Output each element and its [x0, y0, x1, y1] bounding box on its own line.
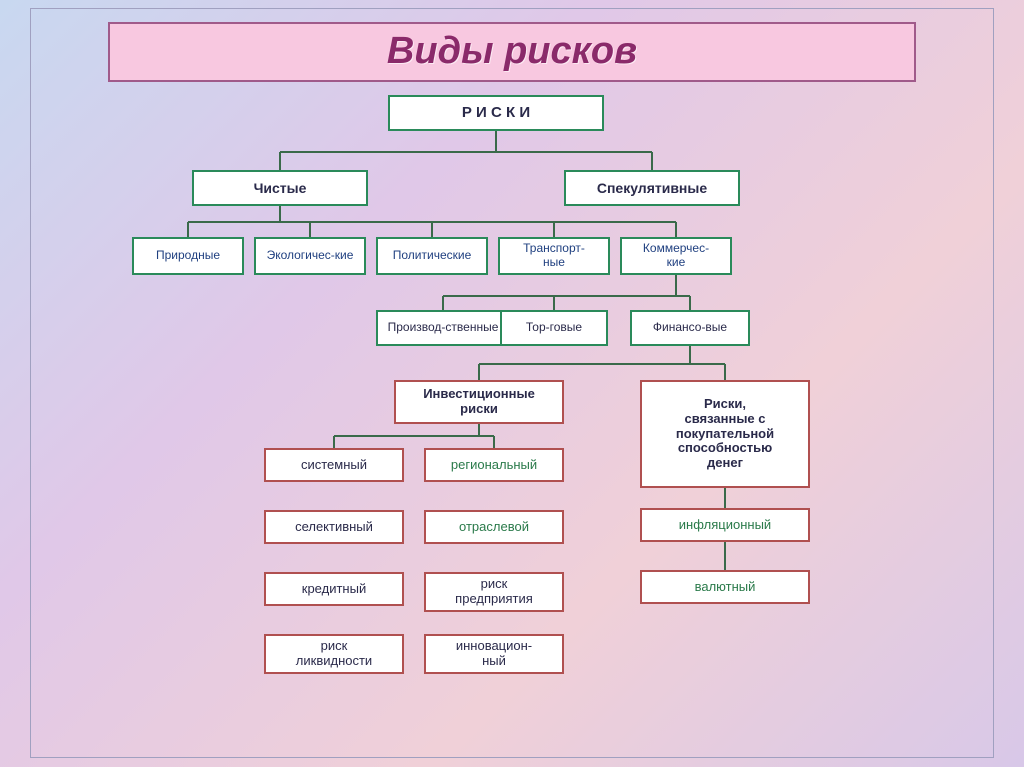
node-komm: Коммерчес- кие: [620, 237, 732, 275]
node-label: Чистые: [254, 180, 307, 196]
node-root: Р И С К И: [388, 95, 604, 131]
node-label: риск предприятия: [455, 577, 533, 607]
node-label: инновацион- ный: [456, 639, 532, 669]
node-pure: Чистые: [192, 170, 368, 206]
node-label: системный: [301, 458, 367, 473]
slide-title-text: Виды рисков: [387, 30, 637, 74]
node-label: Природные: [156, 249, 220, 263]
node-label: риск ликвидности: [296, 639, 372, 669]
node-select: селективный: [264, 510, 404, 544]
node-label: региональный: [451, 458, 537, 473]
node-label: Инвестиционные риски: [423, 387, 535, 417]
node-label: Коммерчес- кие: [643, 242, 709, 270]
node-system: системный: [264, 448, 404, 482]
node-label: селективный: [295, 520, 373, 535]
node-otrasl: отраслевой: [424, 510, 564, 544]
node-label: Транспорт- ные: [523, 242, 585, 270]
node-label: инфляционный: [679, 518, 771, 533]
node-label: Тор-говые: [526, 321, 582, 335]
slide-title: Виды рисков: [108, 22, 916, 82]
node-label: валютный: [695, 580, 756, 595]
node-proizv: Производ-ственные: [376, 310, 510, 346]
node-torg: Тор-говые: [500, 310, 608, 346]
node-innov: инновацион- ный: [424, 634, 564, 674]
node-likvid: риск ликвидности: [264, 634, 404, 674]
node-label: Политические: [393, 249, 472, 263]
node-label: Спекулятивные: [597, 180, 707, 196]
node-trans: Транспорт- ные: [498, 237, 610, 275]
node-infl: инфляционный: [640, 508, 810, 542]
node-ecolog: Экологичес-кие: [254, 237, 366, 275]
node-polit: Политические: [376, 237, 488, 275]
node-label: кредитный: [302, 582, 366, 597]
diagram-stage: Виды рисков Р И С К И Чистые Спекулятивные П…: [0, 0, 1024, 767]
node-valut: валютный: [640, 570, 810, 604]
node-label: Экологичес-кие: [267, 249, 354, 263]
node-region: региональный: [424, 448, 564, 482]
node-label: Р И С К И: [462, 104, 530, 121]
node-invest: Инвестиционные риски: [394, 380, 564, 424]
node-fin: Финансо-вые: [630, 310, 750, 346]
node-prirod: Природные: [132, 237, 244, 275]
node-label: Производ-ственные: [388, 321, 499, 335]
node-label: отраслевой: [459, 520, 529, 535]
node-label: Финансо-вые: [653, 321, 727, 335]
node-pokup: Риски, связанные с покупательной способн…: [640, 380, 810, 488]
node-kredit: кредитный: [264, 572, 404, 606]
node-predpr: риск предприятия: [424, 572, 564, 612]
node-label: Риски, связанные с покупательной способн…: [676, 397, 774, 472]
node-spec: Спекулятивные: [564, 170, 740, 206]
